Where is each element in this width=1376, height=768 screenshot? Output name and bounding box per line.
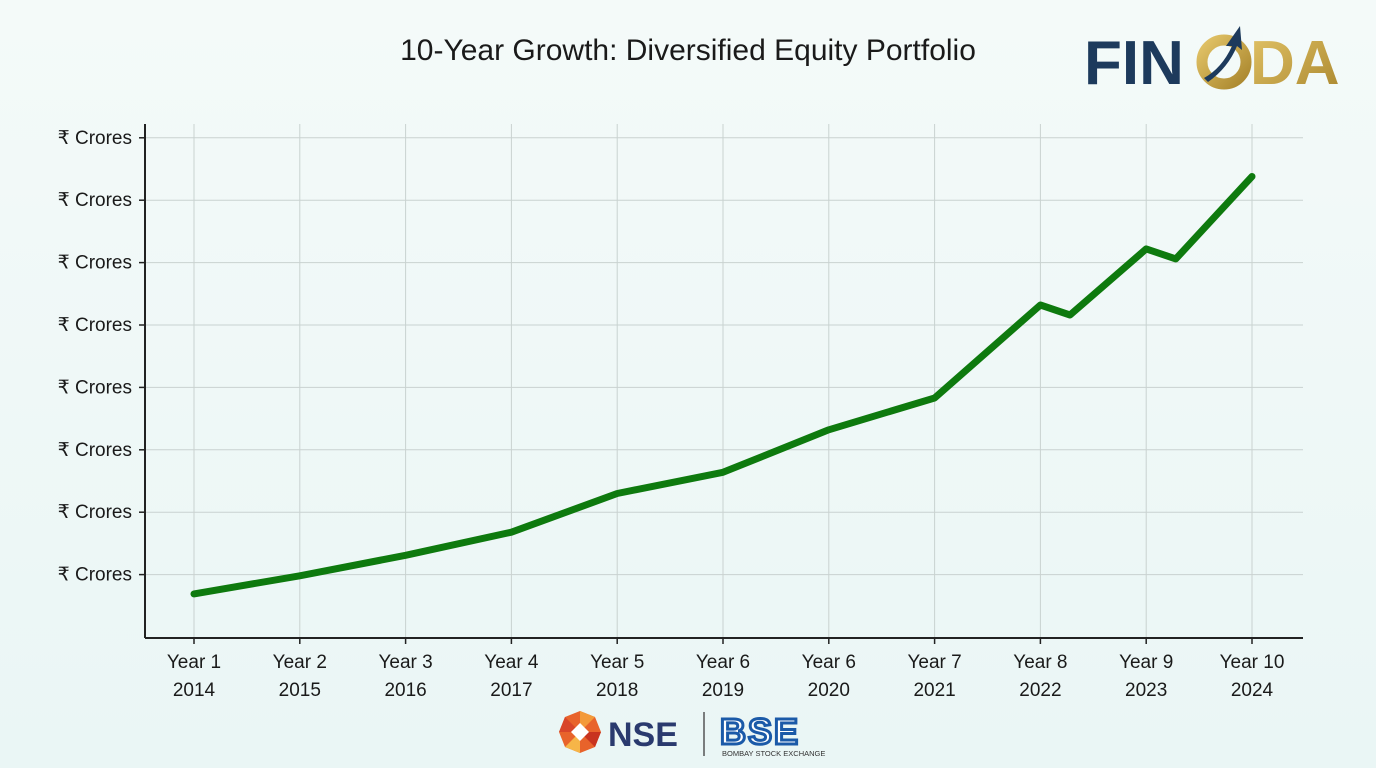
x-tick-year-label: 2015 xyxy=(279,680,321,701)
x-tick-year-label: 2024 xyxy=(1231,680,1274,701)
series-line xyxy=(190,173,1256,598)
x-tick-label: Year 3 xyxy=(378,652,432,673)
x-tick-label: Year 6 xyxy=(696,652,750,673)
y-tick-label: ₹ Crores xyxy=(58,315,132,336)
nse-logo: NSE xyxy=(559,711,678,754)
finoda-logo: FIN DA xyxy=(1084,26,1340,92)
axes xyxy=(139,124,1303,644)
y-tick-label: ₹ Crores xyxy=(58,440,132,461)
x-tick-year-label: 2019 xyxy=(702,680,744,701)
x-tick-year-label: 2020 xyxy=(808,680,850,701)
x-tick-label: Year 1 xyxy=(167,652,221,673)
x-tick-label: Year 2 xyxy=(273,652,327,673)
x-tick-labels: Year 1 2014 Year 2 2015 Year 3 2016 Year 4 2017… xyxy=(167,652,1285,701)
logo-text-left: FIN xyxy=(1084,29,1184,92)
logo-text-right: DA xyxy=(1250,29,1340,92)
x-tick-label: Year 9 xyxy=(1119,652,1173,673)
x-tick-label: Year 4 xyxy=(484,652,539,673)
y-tick-labels: ₹ Crores ₹ Crores ₹ Crores ₹ Crores ₹ Crores… xyxy=(58,128,132,586)
grid xyxy=(145,124,1303,638)
x-tick-year-label: 2022 xyxy=(1019,680,1061,701)
x-tick-year-label: 2014 xyxy=(173,680,216,701)
chart-title: 10-Year Growth: Diversified Equity Portf… xyxy=(400,34,976,67)
x-tick-year-label: 2016 xyxy=(384,680,426,701)
x-tick-year-label: 2021 xyxy=(913,680,955,701)
x-tick-year-label: 2018 xyxy=(596,680,638,701)
nse-label: NSE xyxy=(608,716,678,754)
y-tick-label: ₹ Crores xyxy=(58,253,132,274)
y-tick-label: ₹ Crores xyxy=(58,502,132,523)
x-tick-label: Year 10 xyxy=(1220,652,1285,673)
logo-arrow-icon xyxy=(1204,26,1242,82)
x-tick-year-label: 2023 xyxy=(1125,680,1167,701)
x-tick-label: Year 8 xyxy=(1013,652,1067,673)
nse-emblem-icon xyxy=(559,711,601,753)
x-tick-label: Year 7 xyxy=(907,652,961,673)
exchange-logos: NSE BSE BOMBAY STOCK EXCHANGE xyxy=(559,710,826,759)
x-tick-label: Year 5 xyxy=(590,652,644,673)
bse-subtitle: BOMBAY STOCK EXCHANGE xyxy=(722,749,825,758)
x-tick-year-label: 2017 xyxy=(490,680,532,701)
bse-logo: BSE BOMBAY STOCK EXCHANGE xyxy=(719,710,826,759)
y-tick-label: ₹ Crores xyxy=(58,128,132,149)
logo-o-ring xyxy=(1196,34,1252,90)
y-tick-label: ₹ Crores xyxy=(58,377,132,398)
bse-label: BSE xyxy=(720,711,800,752)
y-tick-label: ₹ Crores xyxy=(58,565,132,586)
x-tick-label: Year 6 xyxy=(802,652,856,673)
y-tick-label: ₹ Crores xyxy=(58,190,132,211)
series-layer xyxy=(190,173,1256,598)
